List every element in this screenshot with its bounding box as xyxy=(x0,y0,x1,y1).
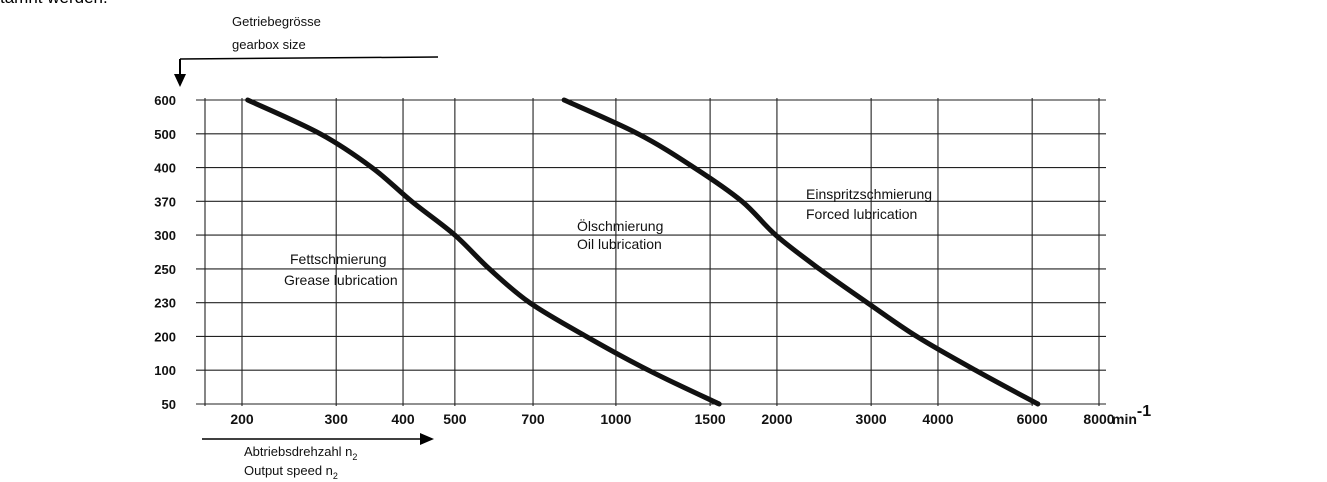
y-tick-label: 300 xyxy=(154,228,176,243)
y-tick-label: 250 xyxy=(154,262,176,277)
y-axis-title-de: Getriebegrösse xyxy=(232,14,321,29)
y-tick-label: 400 xyxy=(154,161,176,176)
x-tick-label: 3000 xyxy=(856,411,887,427)
x-axis-title-en: Output speed n2 xyxy=(244,463,338,481)
x-tick-label: 6000 xyxy=(1017,411,1048,427)
region-label-grease-en: Grease lubrication xyxy=(284,272,398,288)
y-tick-label: 230 xyxy=(154,296,176,311)
region-label-oil-de: Ölschmierung xyxy=(577,217,663,234)
y-tick-label: 50 xyxy=(162,397,176,412)
x-tick-label: 200 xyxy=(230,411,254,427)
x-tick-label: 1000 xyxy=(600,411,631,427)
y-tick-labels: 600 500 400 370 300 250 230 200 100 50 xyxy=(154,93,176,412)
series-line-2 xyxy=(564,100,1038,404)
x-tick-labels: 200 300 400 500 700 1000 1500 2000 3000 4000 6000 8… xyxy=(230,411,1114,427)
region-label-forced-de: Einspritzschmierung xyxy=(806,186,932,202)
x-tick-label: 2000 xyxy=(761,411,792,427)
x-tick-label: 8000 xyxy=(1083,411,1114,427)
y-axis-arrow xyxy=(174,57,438,87)
region-label-grease-de: Fettschmierung xyxy=(290,251,386,267)
y-tick-label: 200 xyxy=(154,329,176,344)
x-tick-label: 300 xyxy=(325,411,349,427)
y-tick-label: 600 xyxy=(154,93,176,108)
x-tick-label: 700 xyxy=(521,411,545,427)
x-tick-label: 400 xyxy=(391,411,415,427)
x-tick-label: 4000 xyxy=(922,411,953,427)
y-axis-title-en: gearbox size xyxy=(232,37,306,52)
x-axis-title-de: Abtriebsdrehzahl n2 xyxy=(244,444,357,462)
x-tick-label: 500 xyxy=(443,411,467,427)
x-unit: min-1 xyxy=(1112,403,1151,427)
chart-svg: Getriebegrösse gearbox size 600 500 400 370… xyxy=(8,8,1319,482)
chart-panel: Getriebegrösse gearbox size 600 500 400 370… xyxy=(8,8,1319,482)
y-tick-label: 370 xyxy=(154,194,176,209)
x-tick-label: 1500 xyxy=(695,411,726,427)
y-tick-label: 100 xyxy=(154,363,176,378)
region-label-oil-en: Oil lubrication xyxy=(577,236,662,252)
cut-off-text: tamnt werden. xyxy=(0,0,108,8)
y-tick-label: 500 xyxy=(154,127,176,142)
region-label-forced-en: Forced lubrication xyxy=(806,206,917,222)
